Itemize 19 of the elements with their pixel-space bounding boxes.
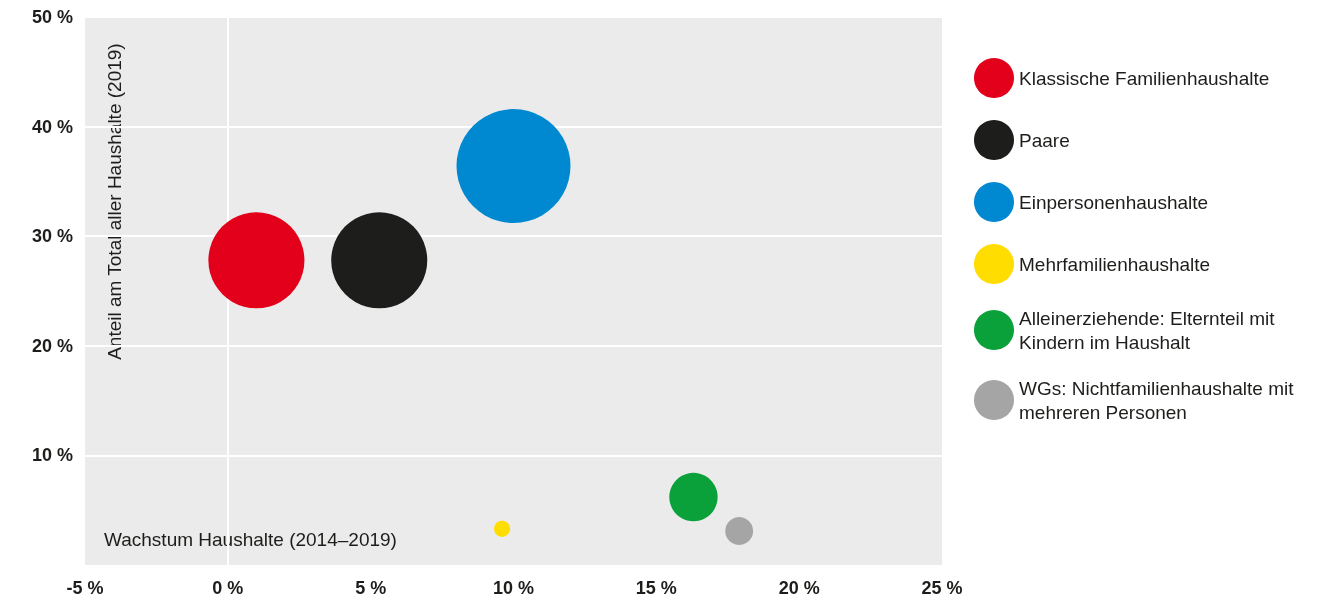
x-axis-title: Wachstum Haushalte (2014–2019) (104, 529, 397, 550)
x-tick-label: 15 % (635, 578, 677, 598)
legend-label: Einpersonenhaushalte (1019, 191, 1209, 213)
legend-label: Paare (1019, 129, 1070, 151)
y-tick-label: 10 % (31, 445, 73, 466)
x-tick-label: 5 % (355, 578, 387, 598)
x-tick-label: 10 % (492, 578, 535, 598)
y-tick-label: 30 % (31, 226, 73, 247)
x-tick-label: -5 % (66, 578, 104, 598)
legend-label: Klassische Familienhaushalte (1019, 67, 1270, 89)
y-tick-label: 20 % (31, 335, 73, 356)
y-tick-label: 50 % (31, 7, 73, 27)
legend-label: Alleinerziehende: Elternteil mit Kindern im Haushalt (1019, 307, 1280, 353)
x-tick-label: 20 % (778, 578, 820, 598)
x-tick-label: 25 % (921, 578, 963, 598)
y-tick-label: 40 % (31, 116, 73, 137)
x-tick-label: 0 % (212, 578, 244, 598)
legend-label: Mehrfamilienhaushalte (1019, 253, 1211, 275)
legend-label: WGs: Nichtfamilienhaushalte mit mehreren Personen (1019, 377, 1299, 423)
